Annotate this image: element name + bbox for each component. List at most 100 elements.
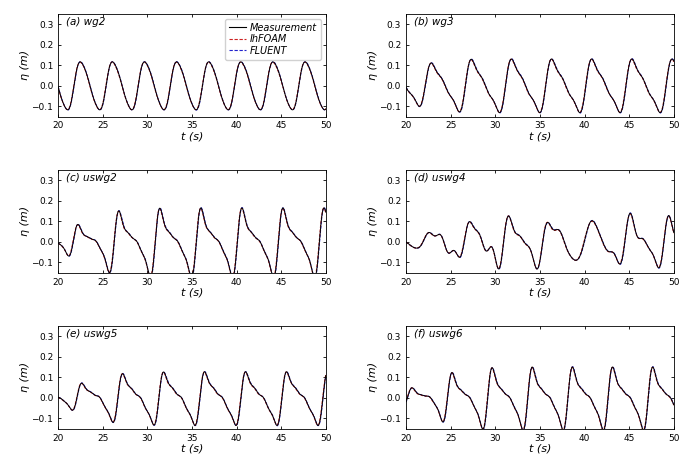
Measurement bbox=[174, 60, 182, 66]
Measurement bbox=[321, 209, 330, 215]
Measurement bbox=[174, 239, 182, 245]
FLUENT bbox=[238, 205, 246, 210]
FLUENT bbox=[174, 239, 182, 244]
Y-axis label: η (m): η (m) bbox=[20, 50, 30, 80]
Text: (c) uswg2: (c) uswg2 bbox=[66, 173, 117, 183]
FLUENT bbox=[670, 402, 678, 407]
Measurement bbox=[54, 394, 62, 400]
IhFOAM bbox=[402, 85, 410, 91]
Text: (a) wg2: (a) wg2 bbox=[66, 17, 105, 27]
Measurement bbox=[402, 85, 410, 90]
FLUENT bbox=[64, 107, 72, 113]
Line: IhFOAM: IhFOAM bbox=[406, 214, 674, 269]
Measurement bbox=[467, 56, 475, 62]
IhFOAM bbox=[118, 218, 126, 223]
IhFOAM bbox=[54, 85, 62, 90]
Measurement bbox=[648, 364, 657, 370]
IhFOAM bbox=[119, 372, 127, 377]
IhFOAM bbox=[522, 85, 530, 90]
Measurement bbox=[282, 369, 291, 375]
Y-axis label: η (m): η (m) bbox=[20, 363, 30, 392]
Measurement bbox=[118, 82, 126, 87]
FLUENT bbox=[174, 60, 182, 65]
IhFOAM bbox=[155, 206, 163, 212]
IhFOAM bbox=[670, 59, 678, 65]
IhFOAM bbox=[187, 274, 196, 280]
Y-axis label: η (m): η (m) bbox=[368, 50, 378, 80]
FLUENT bbox=[54, 394, 62, 400]
FLUENT bbox=[118, 215, 126, 221]
IhFOAM bbox=[174, 240, 182, 246]
FLUENT bbox=[116, 210, 124, 215]
Line: IhFOAM: IhFOAM bbox=[58, 62, 326, 110]
FLUENT bbox=[321, 208, 330, 214]
IhFOAM bbox=[321, 372, 330, 377]
Text: (d) uswg4: (d) uswg4 bbox=[414, 173, 466, 183]
Legend: Measurement, IhFOAM, FLUENT: Measurement, IhFOAM, FLUENT bbox=[224, 19, 321, 60]
Measurement bbox=[321, 106, 330, 112]
FLUENT bbox=[174, 392, 182, 397]
Line: Measurement: Measurement bbox=[406, 59, 674, 113]
IhFOAM bbox=[668, 397, 676, 403]
Text: (e) uswg5: (e) uswg5 bbox=[66, 329, 118, 339]
Line: Measurement: Measurement bbox=[58, 372, 326, 425]
IhFOAM bbox=[670, 230, 678, 236]
FLUENT bbox=[118, 81, 126, 87]
IhFOAM bbox=[321, 211, 330, 216]
IhFOAM bbox=[118, 371, 126, 377]
FLUENT bbox=[119, 87, 127, 92]
FLUENT bbox=[467, 397, 475, 402]
IhFOAM bbox=[639, 427, 647, 433]
IhFOAM bbox=[54, 395, 62, 400]
Measurement bbox=[155, 206, 163, 212]
IhFOAM bbox=[464, 63, 473, 69]
Measurement bbox=[668, 56, 676, 62]
FLUENT bbox=[503, 74, 511, 79]
FLUENT bbox=[467, 219, 475, 225]
FLUENT bbox=[522, 241, 530, 247]
Line: Measurement: Measurement bbox=[58, 62, 326, 110]
Measurement bbox=[192, 107, 200, 113]
X-axis label: t (s): t (s) bbox=[181, 444, 203, 454]
Measurement bbox=[155, 99, 163, 105]
Measurement bbox=[320, 205, 328, 211]
IhFOAM bbox=[466, 395, 474, 401]
X-axis label: t (s): t (s) bbox=[529, 288, 551, 298]
Measurement bbox=[522, 84, 530, 90]
FLUENT bbox=[668, 220, 676, 226]
Line: FLUENT: FLUENT bbox=[406, 59, 674, 113]
FLUENT bbox=[568, 364, 577, 370]
FLUENT bbox=[466, 394, 474, 400]
FLUENT bbox=[116, 378, 124, 384]
Measurement bbox=[54, 240, 62, 246]
Measurement bbox=[668, 56, 676, 62]
Measurement bbox=[467, 220, 475, 226]
Line: Measurement: Measurement bbox=[58, 208, 326, 277]
FLUENT bbox=[54, 240, 62, 246]
FLUENT bbox=[670, 58, 678, 63]
Measurement bbox=[503, 216, 511, 221]
Measurement bbox=[503, 72, 511, 78]
Y-axis label: η (m): η (m) bbox=[368, 363, 378, 392]
Measurement bbox=[116, 211, 124, 216]
Line: FLUENT: FLUENT bbox=[58, 207, 326, 278]
FLUENT bbox=[118, 372, 126, 377]
Measurement bbox=[118, 216, 126, 222]
Measurement bbox=[155, 394, 163, 399]
FLUENT bbox=[269, 59, 278, 64]
IhFOAM bbox=[54, 240, 62, 246]
IhFOAM bbox=[522, 242, 530, 247]
FLUENT bbox=[311, 275, 319, 281]
Measurement bbox=[119, 222, 127, 227]
IhFOAM bbox=[575, 110, 583, 116]
IhFOAM bbox=[503, 70, 511, 76]
IhFOAM bbox=[402, 398, 410, 404]
IhFOAM bbox=[668, 57, 676, 62]
IhFOAM bbox=[402, 240, 410, 245]
Measurement bbox=[670, 58, 678, 64]
FLUENT bbox=[155, 396, 163, 401]
FLUENT bbox=[464, 65, 473, 70]
Measurement bbox=[319, 205, 328, 211]
X-axis label: t (s): t (s) bbox=[181, 288, 203, 298]
FLUENT bbox=[522, 416, 530, 421]
